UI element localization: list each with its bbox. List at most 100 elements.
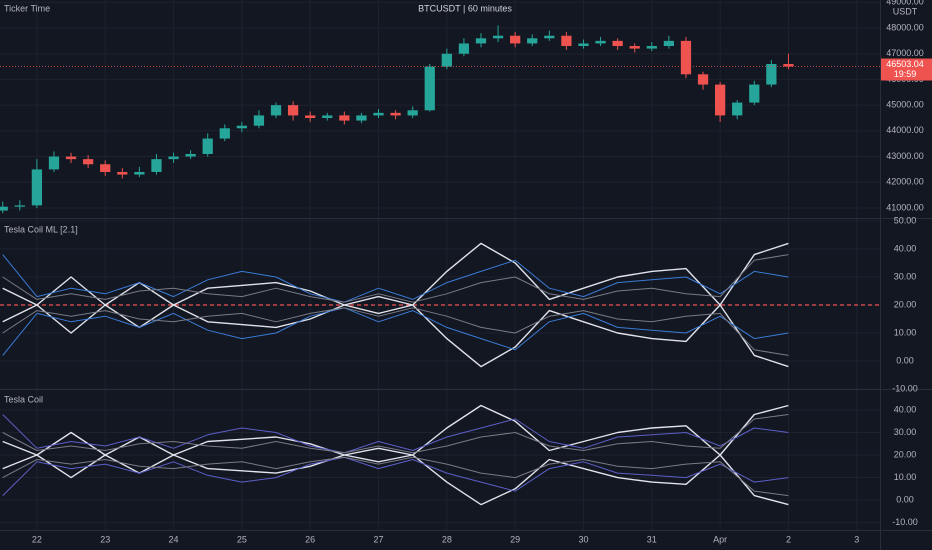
last-price-label: 46503.04 — [886, 59, 924, 69]
x-tick-label: 26 — [305, 534, 315, 544]
candle-body — [697, 74, 709, 85]
candle-body — [0, 206, 8, 211]
candle-body — [339, 115, 350, 121]
x-tick-label: 30 — [578, 534, 588, 544]
candle-body — [253, 115, 265, 126]
x-tick-label: 2 — [786, 534, 791, 544]
y-tick-label: 43000.00 — [886, 151, 924, 161]
candle-body — [168, 156, 179, 160]
y-tick-label: 48000.00 — [886, 22, 924, 32]
candle-body — [475, 38, 487, 44]
candle-body — [544, 35, 555, 39]
y-tick-label: 50.00 — [894, 215, 917, 225]
x-tick-label: 23 — [100, 534, 110, 544]
series-line — [2, 307, 789, 356]
y-tick-label: 44000.00 — [886, 125, 924, 135]
y-tick-label: 10.00 — [894, 472, 917, 482]
candle-body — [236, 125, 247, 129]
x-tick-label: 27 — [374, 534, 384, 544]
y-tick-label: -10.00 — [892, 383, 918, 393]
x-tick-label: 29 — [510, 534, 520, 544]
series-line — [2, 254, 789, 303]
candle-body — [83, 159, 94, 165]
x-tick-label: 24 — [169, 534, 179, 544]
candle-body — [31, 169, 43, 206]
candle-body — [680, 40, 692, 75]
x-tick-label: 25 — [237, 534, 247, 544]
candle-body — [527, 38, 538, 44]
candle-body — [151, 159, 162, 172]
y-tick-label: 47000.00 — [886, 48, 924, 58]
x-tick-label: 22 — [32, 534, 42, 544]
candle-body — [612, 40, 623, 47]
series-line — [2, 404, 789, 456]
candle-body — [134, 171, 145, 175]
candle-body — [510, 35, 521, 44]
x-tick-label: 3 — [854, 534, 859, 544]
candle-body — [390, 112, 401, 116]
candle-body — [646, 46, 657, 49]
candle-body — [749, 84, 760, 103]
candle-body — [117, 171, 128, 175]
y-tick-label: 10.00 — [894, 327, 917, 337]
candle-body — [100, 164, 111, 172]
candle-body — [322, 115, 333, 118]
candle-body — [424, 66, 435, 111]
candle-body — [663, 40, 675, 47]
candle-body — [202, 138, 213, 154]
y-tick-label: 40.00 — [894, 243, 917, 253]
candle-body — [766, 64, 777, 85]
countdown-label: 19:59 — [894, 69, 917, 79]
series-line — [2, 454, 789, 506]
y-tick-label: 30.00 — [894, 427, 917, 437]
series-line — [2, 414, 789, 454]
y-tick-label: 20.00 — [894, 449, 917, 459]
series-line — [2, 254, 789, 303]
y-tick-label: 49000.00 — [886, 0, 924, 7]
y-tick-label: 45000.00 — [886, 100, 924, 110]
candle-body — [783, 64, 794, 67]
unit-label: USDT — [893, 6, 918, 16]
candle-body — [492, 35, 504, 39]
series-line — [2, 456, 789, 496]
y-tick-label: 30.00 — [894, 271, 917, 281]
pane-title: Tesla Coil — [4, 394, 43, 404]
x-tick-label: 28 — [442, 534, 452, 544]
y-tick-label: 41000.00 — [886, 202, 924, 212]
candle-body — [561, 35, 572, 47]
y-tick-label: -10.00 — [892, 517, 918, 527]
indicator-title: Ticker Time — [4, 3, 50, 13]
candle-body — [48, 156, 60, 170]
y-tick-label: 0.00 — [896, 355, 914, 365]
chart-title: BTCUSDT | 60 minutes — [418, 3, 512, 13]
last-price-badge — [881, 58, 932, 81]
x-tick-label: 31 — [647, 534, 657, 544]
candle-body — [407, 110, 418, 116]
candle-body — [441, 53, 452, 67]
candle-body — [287, 105, 299, 116]
series-line — [2, 414, 789, 454]
candle-body — [578, 43, 589, 47]
candle-body — [185, 153, 196, 157]
series-line — [2, 456, 789, 497]
candle-body — [715, 84, 726, 116]
candle-body — [629, 46, 640, 49]
pane-title: Tesla Coil ML [2.1] — [4, 224, 78, 234]
candle-body — [356, 115, 367, 121]
candle-body — [732, 102, 743, 116]
y-tick-label: 0.00 — [896, 494, 914, 504]
candle-body — [65, 156, 77, 160]
series-line — [2, 304, 789, 368]
y-tick-label: 42000.00 — [886, 177, 924, 187]
candle-body — [305, 115, 316, 118]
candle-body — [14, 205, 25, 207]
y-tick-label: 20.00 — [894, 299, 917, 309]
candle-body — [373, 112, 384, 116]
x-tick-label: Apr — [713, 534, 727, 544]
candle-body — [219, 128, 230, 139]
series-line — [2, 242, 789, 306]
candle-body — [595, 40, 606, 44]
candle-body — [458, 43, 470, 54]
